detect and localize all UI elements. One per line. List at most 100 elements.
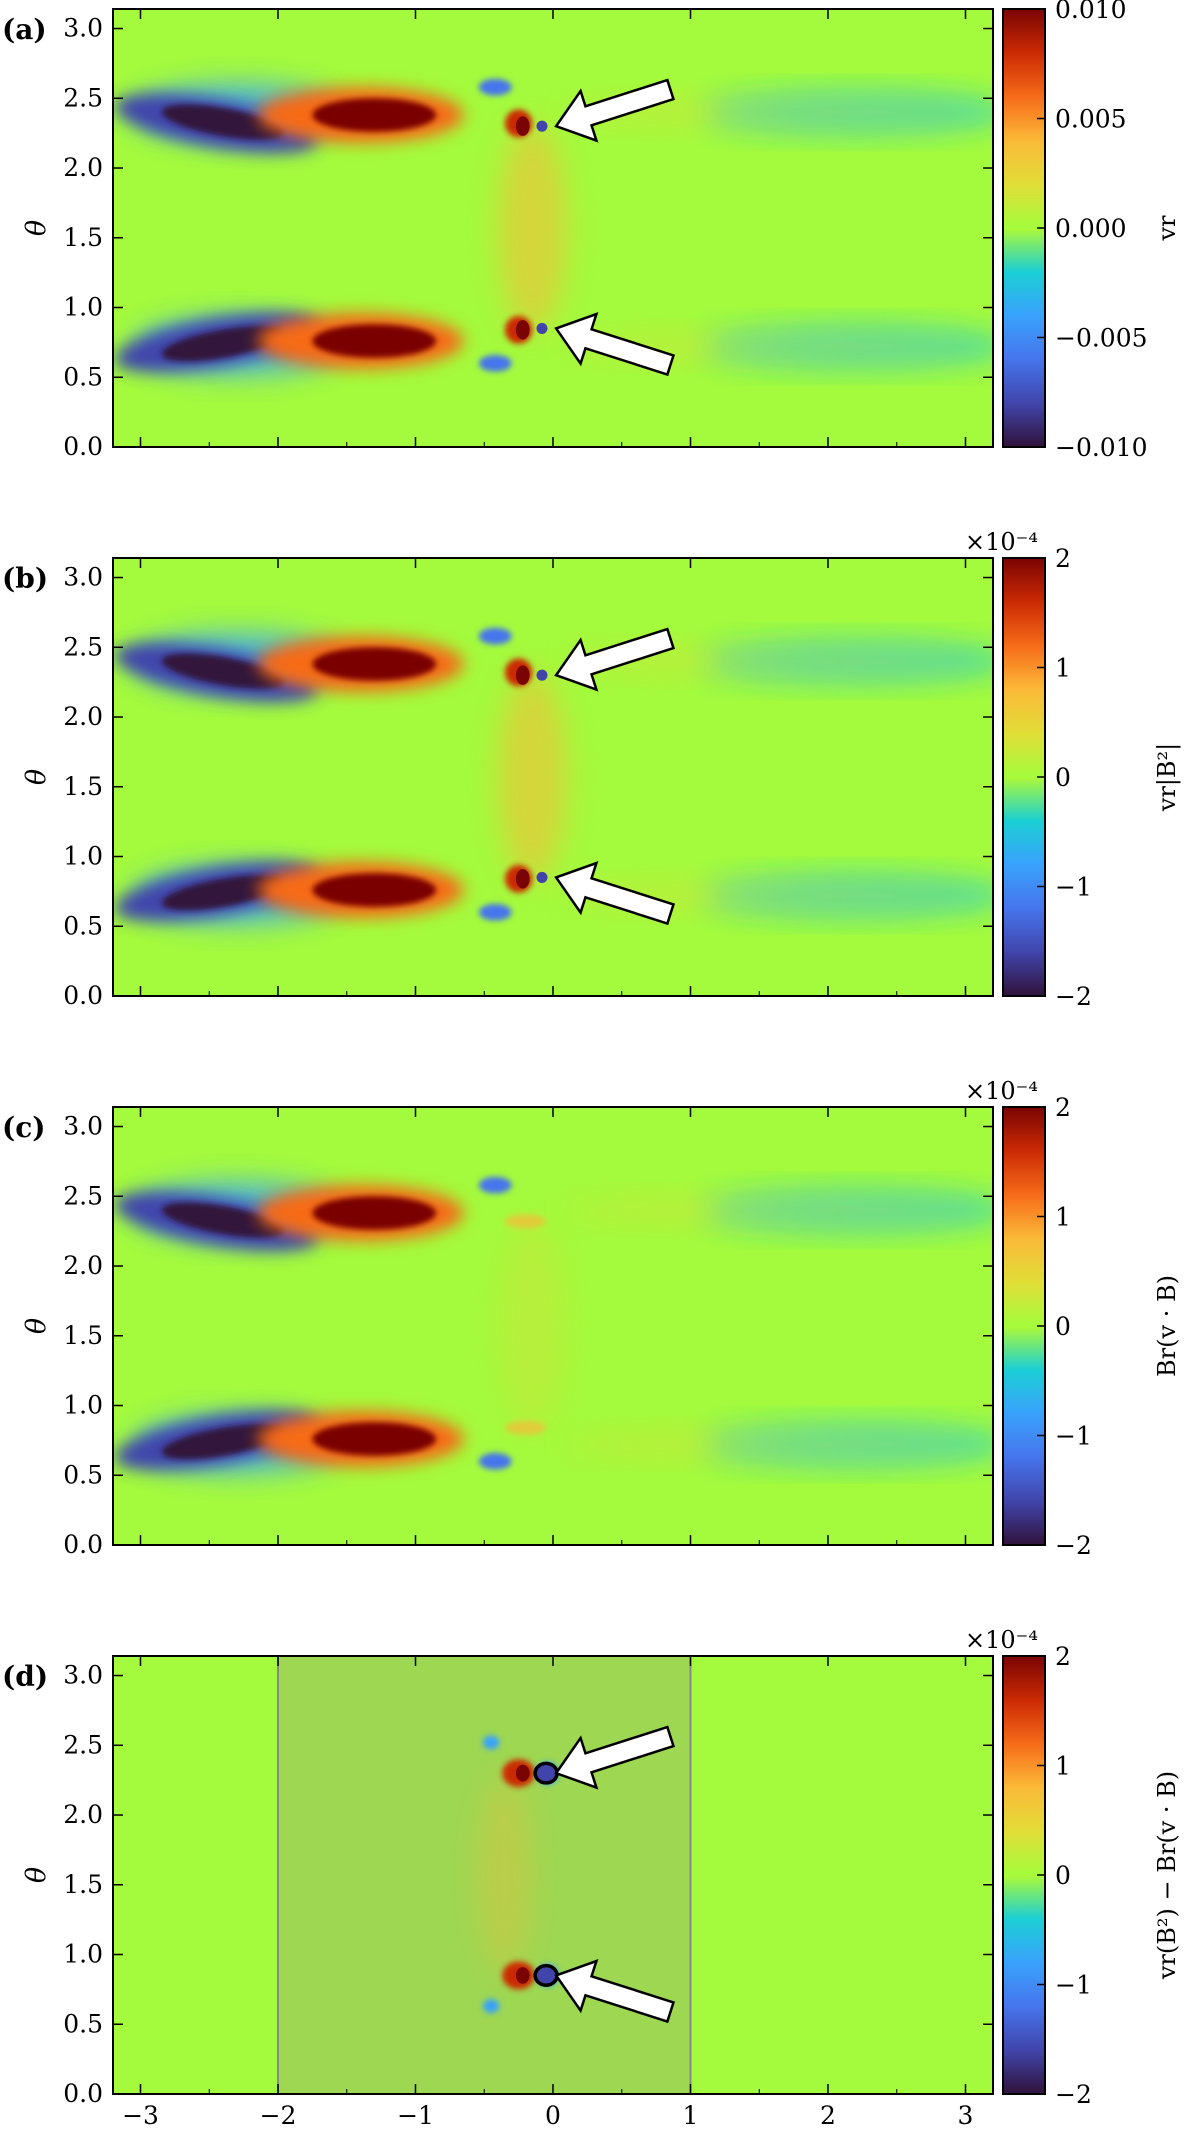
small-negative-lower [482, 1999, 500, 2014]
negative-core-lower [162, 326, 284, 362]
colorbar-label: Br(v · B) [1153, 1275, 1181, 1377]
y-tick-label: 2.0 [63, 153, 103, 182]
y-tick-label: 1.0 [63, 1940, 103, 1969]
x-tick-label: 3 [958, 2101, 974, 2130]
annotation-arrow [554, 1725, 676, 1790]
colorbar-multiplier: ×10⁻⁴ [965, 1626, 1038, 1654]
y-tick-label: 1.5 [63, 223, 103, 252]
y-tick-label: 1.5 [63, 772, 103, 801]
wake-band [566, 1196, 980, 1225]
small-negative-upper [478, 1176, 512, 1194]
x-tick-label: 0 [545, 2101, 561, 2130]
small-negative-lower [478, 903, 512, 921]
positive-core-upper [312, 647, 437, 681]
x-tick-label: 1 [683, 2101, 699, 2130]
structure-core-lower [515, 869, 530, 889]
y-tick-label: 0.0 [63, 2079, 103, 2108]
colorbar-label: vr|B²| [1153, 743, 1182, 812]
wake-band [566, 1430, 980, 1459]
y-tick-label: 2.5 [63, 1181, 103, 1210]
vortex-upper [536, 120, 548, 132]
y-tick-label: 0.5 [63, 2009, 103, 2038]
panel-label: (c) [2, 1111, 46, 1144]
structure-core-lower [515, 1967, 530, 1984]
vortex-lower [536, 322, 548, 335]
x-tick-label: 2 [820, 2101, 836, 2130]
x-tick-label: −1 [397, 2101, 434, 2130]
y-tick-label: 1.0 [63, 1391, 103, 1420]
y-tick-label: 3.0 [63, 563, 103, 592]
colorbar-tick-label: −0.005 [1055, 324, 1148, 353]
colorbar-tick-label: −2 [1055, 1531, 1092, 1560]
positive-core-upper [312, 1196, 437, 1230]
contour-upper [533, 1761, 559, 1785]
y-tick-label: 3.0 [63, 1112, 103, 1141]
central-arc [498, 123, 567, 333]
heatmap-field [113, 1107, 993, 1545]
positive-core-upper [312, 98, 437, 132]
vortex-upper [536, 669, 548, 681]
y-tick-label: 1.0 [63, 842, 103, 871]
colorbar-label: vr [1153, 215, 1181, 242]
small-negative-lower [478, 354, 512, 372]
panel-d: −3 −2 −1 0 1 2 3 0.0 0.5 1.0 1.5 2.0 2.5 3.0 θ (d) −2 −1 0… [2, 1626, 1181, 2130]
negative-core-lower [162, 875, 284, 911]
annotation-arrow [554, 1959, 676, 2024]
panel-c: 0.0 0.5 1.0 1.5 2.0 2.5 3.0 θ (c) −2 −1 0 1 2 ×10⁻⁴ Br(… [2, 1077, 1181, 1560]
y-axis-label: θ [21, 1867, 52, 1883]
y-axis-label: θ [21, 1318, 52, 1334]
colorbar-tick-label: −1 [1055, 1971, 1092, 2000]
colorbar-multiplier: ×10⁻⁴ [965, 1077, 1038, 1105]
y-tick-label: 2.5 [63, 632, 103, 661]
y-axis-label: θ [21, 220, 52, 236]
annotation-arrow [554, 861, 676, 926]
negative-core-upper [162, 1202, 284, 1238]
y-axis-label: θ [21, 769, 52, 785]
heatmap-field [113, 558, 993, 996]
y-tick-label: 0.0 [63, 981, 103, 1010]
positive-core-lower [312, 324, 437, 358]
y-tick-label: 0.5 [63, 911, 103, 940]
colorbar-tick-label: 0.005 [1055, 105, 1127, 134]
negative-core-lower [162, 1424, 284, 1460]
central-arc [477, 1777, 533, 1973]
y-tick-label: 1.0 [63, 293, 103, 322]
colorbar-tick-label: −1 [1055, 873, 1092, 902]
small-negative-lower [478, 1452, 512, 1470]
colorbar-multiplier: ×10⁻⁴ [965, 528, 1038, 556]
structure-core-upper [515, 116, 530, 136]
negative-core-upper [162, 104, 284, 140]
colorbar-tick-label: −1 [1055, 1422, 1092, 1451]
y-tick-label: 0.0 [63, 1530, 103, 1559]
colorbar-tick-label: 1 [1055, 654, 1071, 683]
x-tick-label: −2 [260, 2101, 297, 2130]
y-tick-label: 0.5 [63, 362, 103, 391]
y-tick-label: 2.5 [63, 1730, 103, 1759]
annotation-arrow [554, 627, 676, 692]
panel-b: 0.0 0.5 1.0 1.5 2.0 2.5 3.0 θ (b) −2 −1 0 1 2 ×10⁻⁴ vr|… [2, 528, 1182, 1011]
y-tick-label: 2.5 [63, 83, 103, 112]
colorbar-tick-label: 0 [1055, 763, 1071, 792]
small-negative-upper [478, 78, 512, 96]
colorbar-tick-label: 0 [1055, 1861, 1071, 1890]
structure-core-upper [515, 665, 530, 685]
colorbar-tick-label: 1 [1055, 1752, 1071, 1781]
panel-a: 0.0 0.5 1.0 1.5 2.0 2.5 3.0 θ (a) −0.010 −0.005 0.0… [2, 0, 1181, 462]
colorbar-tick-label: 0.000 [1055, 214, 1127, 243]
annotation-arrow [554, 312, 676, 377]
panel-label: (a) [2, 13, 47, 46]
y-tick-label: 0.5 [63, 1460, 103, 1489]
y-tick-label: 1.5 [63, 1321, 103, 1350]
colorbar-tick-label: −0.010 [1055, 433, 1148, 462]
small-negative-upper [478, 627, 512, 645]
wake-band [566, 98, 980, 127]
heatmap-field [113, 9, 993, 447]
panel-label: (b) [2, 562, 48, 595]
colorbar-tick-label: 1 [1055, 1203, 1071, 1232]
panel-label: (d) [2, 1660, 48, 1693]
vortex-lower [536, 871, 548, 884]
small-negative-upper [482, 1735, 500, 1750]
y-tick-label: 2.0 [63, 1800, 103, 1829]
heatmap-field [113, 1656, 993, 2094]
